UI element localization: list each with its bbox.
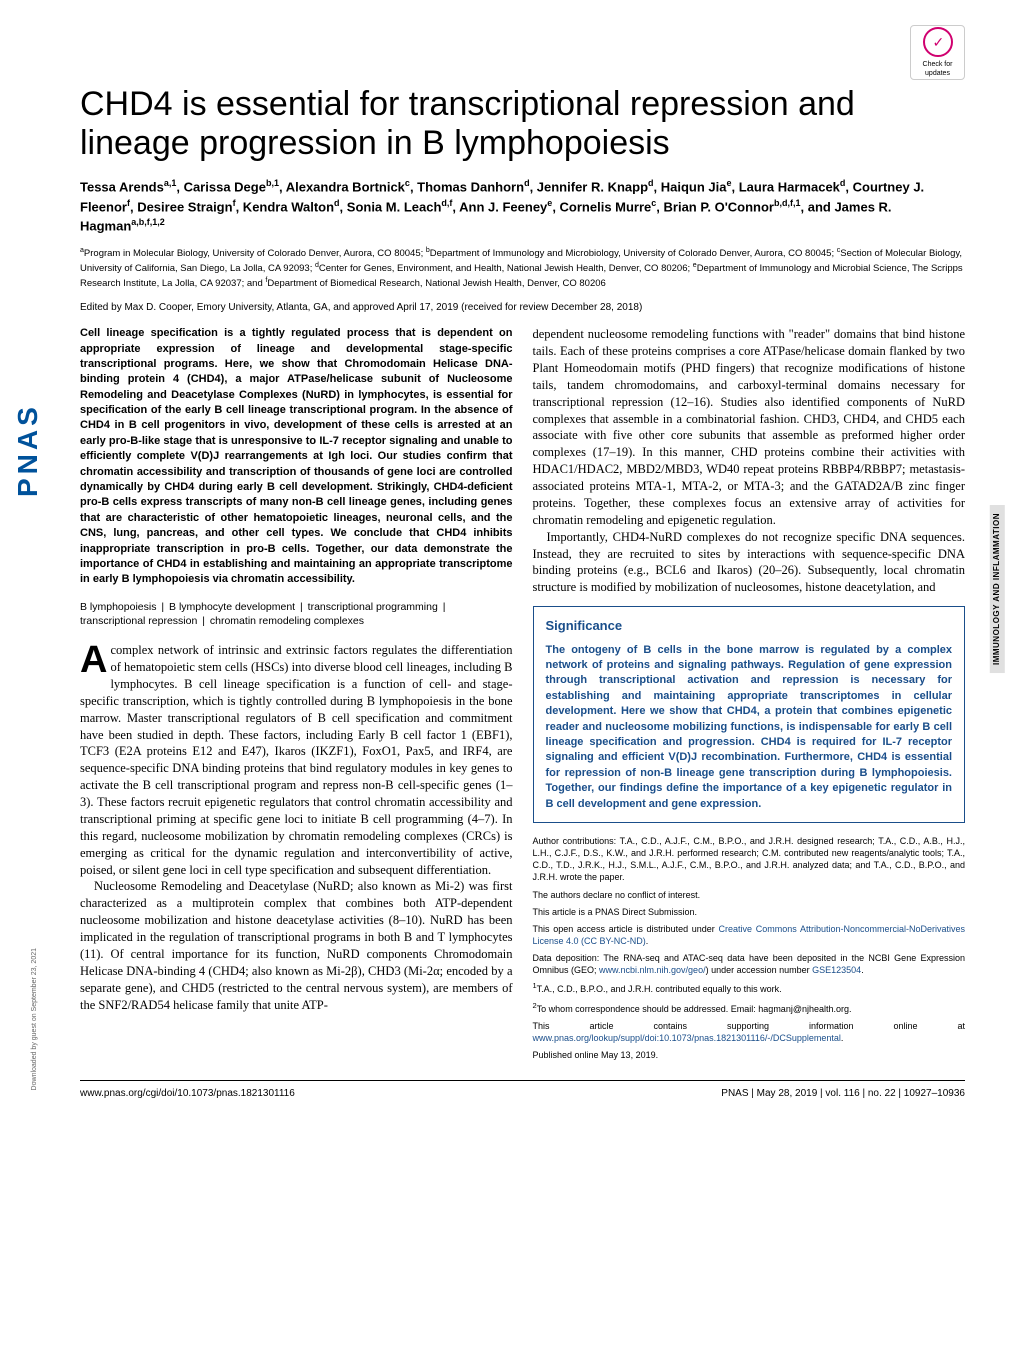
article-meta: Author contributions: T.A., C.D., A.J.F.… [533, 835, 966, 1061]
footer-citation: PNAS | May 28, 2019 | vol. 116 | no. 22 … [721, 1087, 965, 1101]
body-text-right: dependent nucleosome remodeling function… [533, 326, 966, 596]
page-footer: www.pnas.org/cgi/doi/10.1073/pnas.182130… [80, 1080, 965, 1101]
author-list: Tessa Arendsa,1, Carissa Degeb,1, Alexan… [80, 177, 965, 236]
geo-link[interactable]: www.ncbi.nlm.nih.gov/geo/ [599, 965, 706, 975]
significance-body: The ontogeny of B cells in the bone marr… [546, 643, 953, 812]
correspondence: 2To whom correspondence should be addres… [533, 1001, 966, 1015]
footer-doi: www.pnas.org/cgi/doi/10.1073/pnas.182130… [80, 1087, 295, 1101]
supplemental-link[interactable]: www.pnas.org/lookup/suppl/doi:10.1073/pn… [533, 1033, 841, 1043]
article-title: CHD4 is essential for transcriptional re… [80, 85, 965, 163]
body-para-4: Importantly, CHD4-NuRD complexes do not … [533, 529, 966, 597]
section-side-label: IMMUNOLOGY AND INFLAMMATION [990, 505, 1005, 673]
supplemental-line: This article contains supporting informa… [533, 1020, 966, 1044]
check-updates-badge[interactable]: Check for updates [910, 25, 965, 80]
author-contributions: Author contributions: T.A., C.D., A.J.F.… [533, 835, 966, 884]
edited-by: Edited by Max D. Cooper, Emory Universit… [80, 301, 965, 315]
equal-contribution: 1T.A., C.D., B.P.O., and J.R.H. contribu… [533, 981, 966, 995]
left-column: Cell lineage specification is a tightly … [80, 326, 513, 1066]
conflict-statement: The authors declare no conflict of inter… [533, 889, 966, 901]
page-root: PNAS Check for updates IMMUNOLOGY AND IN… [0, 0, 1020, 1131]
direct-submission: This article is a PNAS Direct Submission… [533, 906, 966, 918]
download-note: Downloaded by guest on September 23, 202… [30, 948, 39, 1090]
body-text-left: Acomplex network of intrinsic and extrin… [80, 642, 513, 1013]
published-date: Published online May 13, 2019. [533, 1049, 966, 1061]
check-updates-label: Check for updates [911, 60, 964, 79]
pnas-logo: PNAS [8, 300, 48, 600]
two-column-body: Cell lineage specification is a tightly … [80, 326, 965, 1066]
significance-heading: Significance [546, 617, 953, 635]
license-line: This open access article is distributed … [533, 923, 966, 947]
abstract: Cell lineage specification is a tightly … [80, 326, 513, 588]
data-deposition: Data deposition: The RNA-seq and ATAC-se… [533, 952, 966, 976]
right-column: dependent nucleosome remodeling function… [533, 326, 966, 1066]
accession-link[interactable]: GSE123504 [812, 965, 861, 975]
body-para-2: Nucleosome Remodeling and Deacetylase (N… [80, 878, 513, 1013]
keywords: B lymphopoiesis | B lymphocyte developme… [80, 600, 513, 628]
body-para-1: complex network of intrinsic and extrins… [80, 643, 513, 876]
affiliations: aProgram in Molecular Biology, Universit… [80, 246, 965, 291]
body-para-3: dependent nucleosome remodeling function… [533, 326, 966, 529]
dropcap: A [80, 642, 110, 676]
check-icon [923, 27, 953, 57]
significance-box: Significance The ontogeny of B cells in … [533, 606, 966, 823]
